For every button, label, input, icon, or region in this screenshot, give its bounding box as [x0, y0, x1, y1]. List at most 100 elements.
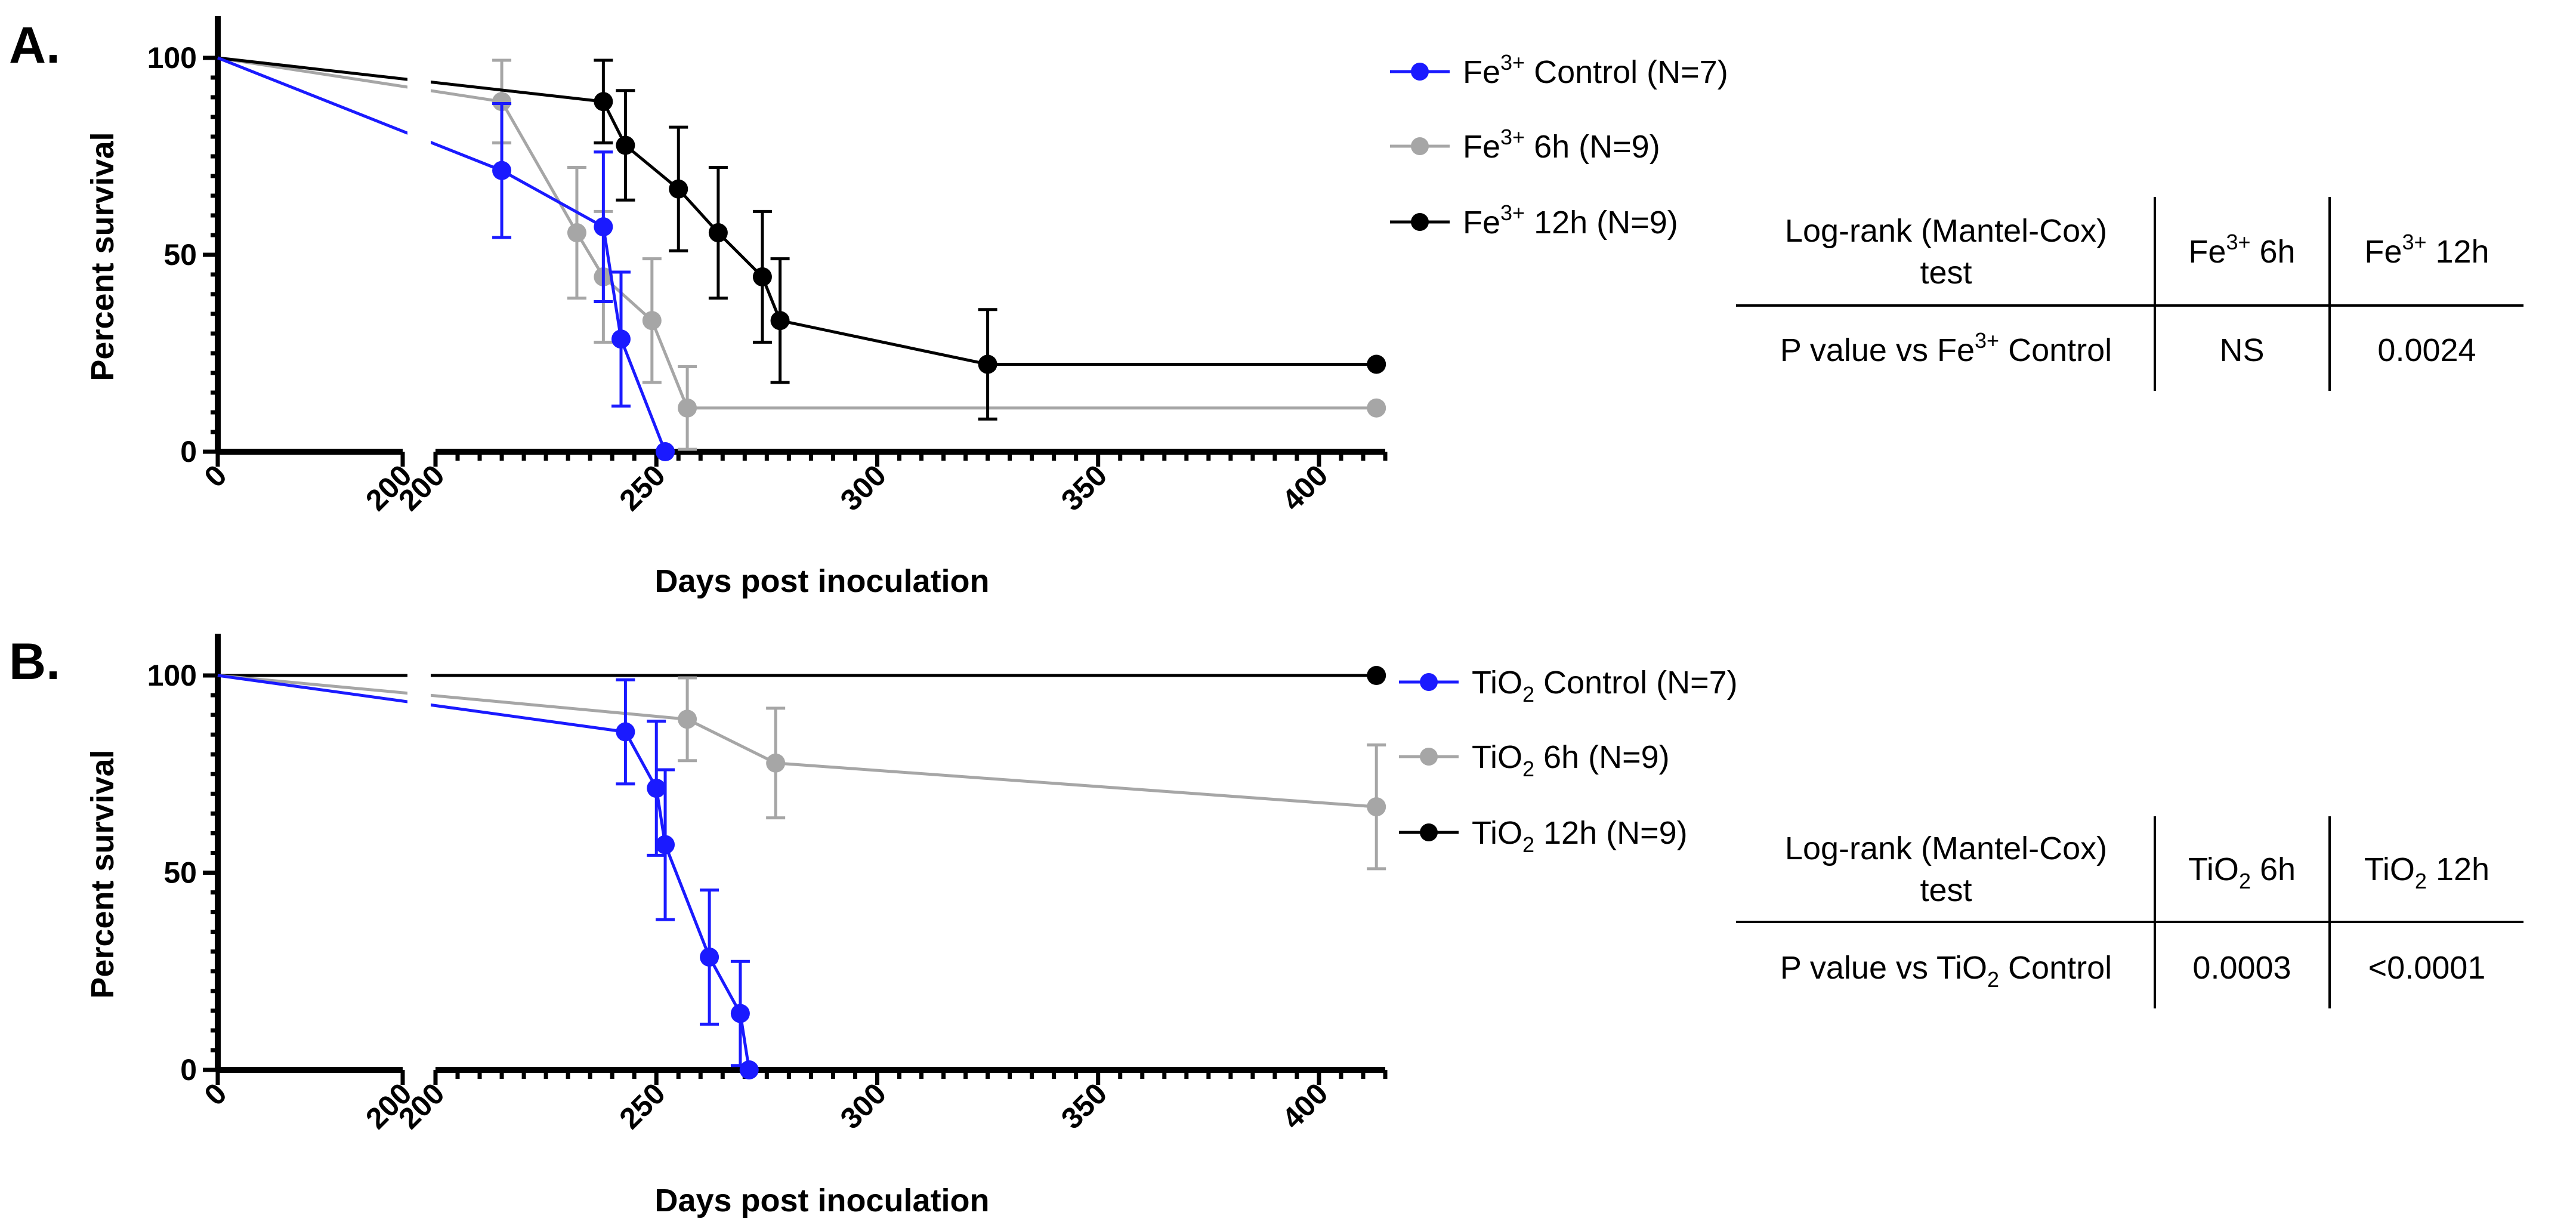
- data-point: [1367, 398, 1386, 418]
- panel-b-x-axis-title: Days post inoculation: [654, 1183, 989, 1218]
- table-value-12h: 0.0024: [2377, 332, 2476, 368]
- series-line: [217, 674, 751, 1070]
- series-h6: [217, 674, 1386, 871]
- series-line: [217, 674, 1377, 809]
- y-tick-label: 100: [147, 659, 197, 692]
- y-tick-label: 100: [147, 41, 197, 75]
- panel-a-x-axis-title: Days post inoculation: [654, 563, 989, 599]
- data-point: [594, 217, 613, 237]
- legend-marker: [1411, 63, 1429, 81]
- data-point: [611, 329, 631, 349]
- data-point: [1367, 797, 1386, 817]
- data-point: [700, 947, 719, 967]
- data-point: [978, 354, 997, 374]
- table-header-col2: Fe3+ 12h: [2364, 230, 2489, 270]
- data-point: [616, 135, 635, 155]
- data-point: [730, 1004, 750, 1023]
- panel-b-y-axis-title: Percent survival: [85, 749, 121, 998]
- legend-item-tio2-12h: TiO2 12h (N=9): [1399, 815, 1688, 857]
- table-value-12h: <0.0001: [2368, 950, 2486, 986]
- x-tick-label: 400: [1275, 1076, 1335, 1136]
- data-point: [752, 267, 772, 286]
- table-row-label: P value vs TiO2 Control: [1780, 950, 2112, 992]
- table-header-col2: TiO2 12h: [2364, 851, 2489, 893]
- data-point: [770, 311, 790, 331]
- legend-label: Fe3+ 6h (N=9): [1463, 125, 1660, 165]
- series-h12: [217, 56, 1386, 421]
- data-point: [492, 161, 512, 180]
- x-tick-label: 250: [613, 1076, 672, 1136]
- panel-a-y-axis-title: Percent survival: [85, 132, 121, 381]
- panel-b-legend: TiO2 Control (N=7) TiO2 6h (N=9) TiO2 12…: [1399, 665, 1738, 857]
- table-value-6h: 0.0003: [2192, 950, 2291, 986]
- series-line: [217, 56, 1377, 366]
- legend-marker: [1420, 673, 1438, 691]
- legend-marker: [1420, 823, 1438, 841]
- data-point: [656, 442, 675, 461]
- x-tick-label: 350: [1055, 458, 1114, 517]
- legend-item-tio2-control: TiO2 Control (N=7): [1399, 665, 1738, 706]
- panel-a: A. Percent survival Days post inoculatio…: [9, 16, 2524, 599]
- panel-b-stats-table: Log-rank (Mantel-Cox) test TiO2 6h TiO2 1…: [1736, 816, 2524, 1008]
- data-point: [739, 1060, 759, 1079]
- x-tick-label: 250: [613, 458, 672, 517]
- data-point: [708, 223, 728, 243]
- data-point: [642, 311, 662, 331]
- panel-b-plot-area: [217, 652, 1386, 1082]
- x-tick-label: 0: [198, 1076, 233, 1112]
- x-tick-label: 0: [198, 458, 233, 493]
- panel-a-stats-table: Log-rank (Mantel-Cox) test Fe3+ 6h Fe3+ 1…: [1736, 197, 2524, 391]
- x-tick-label: 350: [1055, 1076, 1114, 1136]
- series-h6: [217, 56, 1386, 451]
- data-point: [567, 223, 586, 243]
- legend-item-tio2-6h: TiO2 6h (N=9): [1399, 739, 1670, 781]
- y-tick-label: 0: [180, 1053, 197, 1087]
- table-header-test: Log-rank (Mantel-Cox) test: [1785, 831, 2107, 908]
- legend-label: TiO2 Control (N=7): [1472, 665, 1738, 706]
- panel-a-plot-area: [217, 34, 1386, 464]
- panel-a-legend: Fe3+ Control (N=7) Fe3+ 6h (N=9) Fe3+ 12…: [1390, 50, 1728, 240]
- legend-label: Fe3+ 12h (N=9): [1463, 200, 1678, 240]
- legend-item-fe-12h: Fe3+ 12h (N=9): [1390, 200, 1678, 240]
- x-tick-label: 300: [834, 1076, 893, 1136]
- table-header-col1: Fe3+ 6h: [2188, 230, 2295, 270]
- y-tick-label: 50: [163, 856, 197, 890]
- panel-b: B. Percent survival Days post inoculatio…: [9, 633, 2524, 1218]
- data-point: [647, 779, 666, 798]
- legend-marker: [1420, 748, 1438, 766]
- legend-marker: [1411, 213, 1429, 231]
- series-line: [217, 56, 1377, 410]
- legend-label: TiO2 12h (N=9): [1472, 815, 1688, 857]
- data-point: [594, 92, 613, 112]
- y-tick-label: 50: [163, 238, 197, 272]
- table-row-label: P value vs Fe3+ Control: [1780, 328, 2112, 368]
- legend-marker: [1411, 137, 1429, 155]
- series-control: [217, 674, 759, 1079]
- data-point: [1367, 354, 1386, 374]
- table-header-col1: TiO2 6h: [2188, 851, 2296, 893]
- series-h12: [218, 666, 1386, 685]
- series-line: [217, 56, 667, 452]
- axis-break-gap: [407, 34, 431, 464]
- panel-a-label: A.: [9, 17, 60, 74]
- data-point: [616, 722, 635, 742]
- data-point: [678, 398, 697, 418]
- series-control: [217, 56, 675, 461]
- panel-b-label: B.: [9, 633, 60, 690]
- axis-break-gap: [407, 652, 431, 1082]
- data-point: [1367, 666, 1386, 685]
- legend-item-fe-control: Fe3+ Control (N=7): [1390, 50, 1728, 90]
- legend-label: Fe3+ Control (N=7): [1463, 50, 1728, 90]
- table-value-6h: NS: [2219, 332, 2264, 368]
- table-header-test: Log-rank (Mantel-Cox) test: [1785, 213, 2107, 291]
- data-point: [669, 179, 688, 199]
- legend-item-fe-6h: Fe3+ 6h (N=9): [1390, 125, 1660, 165]
- data-point: [766, 753, 786, 773]
- y-tick-label: 0: [180, 435, 197, 468]
- x-tick-label: 400: [1275, 458, 1335, 517]
- data-point: [678, 709, 697, 729]
- x-tick-label: 300: [834, 458, 893, 517]
- data-point: [656, 835, 675, 854]
